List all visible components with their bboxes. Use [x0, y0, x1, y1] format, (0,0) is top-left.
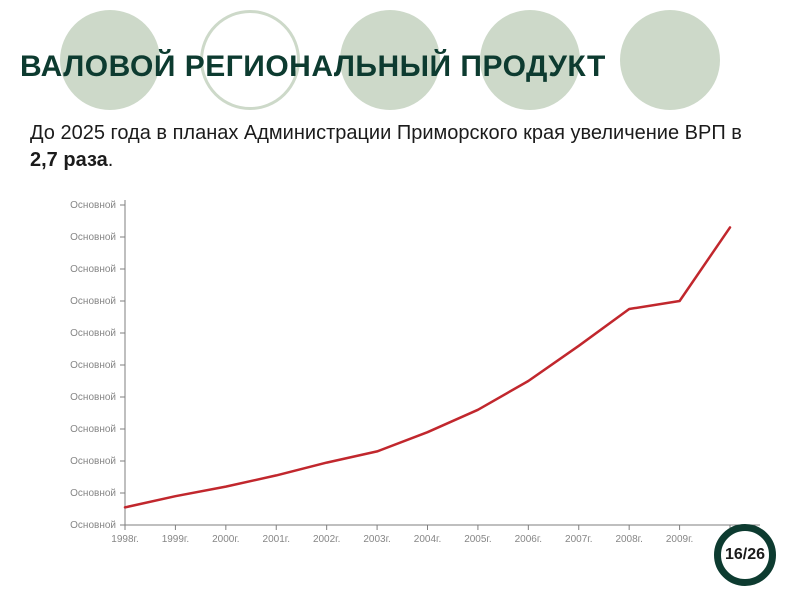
subtitle: До 2025 года в планах Администрации Прим… — [30, 120, 760, 174]
data-line — [125, 227, 730, 507]
y-tick-label: Основной — [70, 424, 116, 435]
page-badge: 16/26 — [714, 524, 776, 586]
x-tick-label: 2004г. — [414, 534, 441, 545]
page-badge-text: 16/26 — [725, 546, 765, 564]
chart-svg: Основной Основной Основной Основной Основной… — [30, 195, 770, 565]
x-tick-label: 2007г. — [565, 534, 592, 545]
y-tick-label: Основной — [70, 264, 116, 275]
y-tick-label: Основной — [70, 520, 116, 531]
y-tick-label: Основной — [70, 328, 116, 339]
y-tick-label: Основной — [70, 488, 116, 499]
y-tick-label: Основной — [70, 360, 116, 371]
x-tick-label: 2005г. — [464, 534, 491, 545]
y-tick-label: Основной — [70, 200, 116, 211]
x-tick-label: 2001г. — [263, 534, 290, 545]
x-tick-label: 2000г. — [212, 534, 239, 545]
y-tick-label: Основной — [70, 456, 116, 467]
x-tick-label: 2002г. — [313, 534, 340, 545]
x-tick-label: 1999г. — [162, 534, 189, 545]
slide: ВАЛОВОЙ РЕГИОНАЛЬНЫЙ ПРОДУКТ До 2025 год… — [0, 0, 800, 600]
chart: Основной Основной Основной Основной Основной… — [30, 195, 770, 565]
x-tick-label: 2006г. — [515, 534, 542, 545]
x-tick-label: 2008г. — [615, 534, 642, 545]
y-tick-label: Основной — [70, 392, 116, 403]
x-tick-label: 1998г. — [111, 534, 138, 545]
subtitle-post: . — [108, 149, 114, 171]
y-tick-label: Основной — [70, 232, 116, 243]
page-title: ВАЛОВОЙ РЕГИОНАЛЬНЫЙ ПРОДУКТ — [20, 50, 606, 84]
subtitle-bold: 2,7 раза — [30, 149, 108, 171]
y-tick-label: Основной — [70, 296, 116, 307]
x-tick-label: 2003г. — [363, 534, 390, 545]
subtitle-pre: До 2025 года в планах Администрации Прим… — [30, 122, 742, 144]
bg-circle — [620, 10, 720, 110]
x-tick-label: 2009г. — [666, 534, 693, 545]
